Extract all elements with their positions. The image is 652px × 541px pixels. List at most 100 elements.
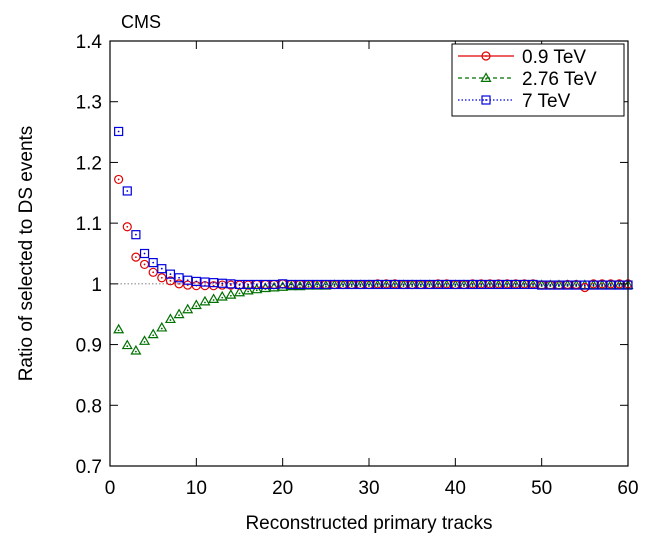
data-point-square-dot xyxy=(126,190,129,192)
data-point-triangle-dot xyxy=(376,285,379,287)
data-point-square-dot xyxy=(488,283,491,286)
data-point-triangle-dot xyxy=(514,285,517,287)
data-point-square-dot xyxy=(454,283,457,286)
data-point-circle-ring xyxy=(139,259,150,270)
legend-marker-square-shape xyxy=(481,95,491,105)
data-point-triangle-shape xyxy=(216,290,228,301)
data-point-triangle-dot xyxy=(229,294,232,297)
data-point-square-dot xyxy=(480,283,483,286)
data-point-square xyxy=(485,279,495,290)
data-point-square xyxy=(407,279,417,290)
data-point-square xyxy=(554,280,564,290)
data-point-circle-ring xyxy=(131,252,141,262)
data-point-square-dot xyxy=(255,283,258,286)
data-point-triangle-dot xyxy=(463,285,465,287)
data-point-triangle-shape xyxy=(138,335,151,345)
data-point-square-dot xyxy=(195,280,198,283)
data-point-triangle-dot xyxy=(342,285,344,287)
data-point-circle-ring xyxy=(122,222,132,232)
data-point-square-dot xyxy=(143,252,146,255)
data-point-square-shape xyxy=(562,280,573,290)
data-point-triangle-dot xyxy=(419,285,422,287)
legend-entry: 0.9 TeV xyxy=(458,47,586,68)
data-point-square-shape xyxy=(200,277,210,287)
data-point-triangle-dot xyxy=(221,296,224,299)
data-point-triangle xyxy=(294,280,306,291)
data-point-triangle-dot xyxy=(212,299,215,301)
data-point-square-dot xyxy=(160,267,163,270)
data-point-triangle xyxy=(285,280,297,291)
data-point-square-dot xyxy=(376,283,379,286)
data-point-square-shape xyxy=(114,126,124,137)
data-point-square-shape xyxy=(355,279,365,290)
data-point-circle-ring xyxy=(114,174,124,185)
data-point-square-shape xyxy=(269,279,279,290)
data-point-triangle-dot xyxy=(316,285,319,288)
data-point-triangle-shape xyxy=(130,344,142,355)
data-point-square-dot xyxy=(558,284,560,286)
data-point-square xyxy=(433,279,443,290)
data-point-square-dot xyxy=(575,284,578,286)
data-point-square xyxy=(191,276,201,287)
data-point-triangle xyxy=(147,328,159,339)
data-point-triangle-shape xyxy=(208,293,220,304)
data-point-triangle-dot xyxy=(497,285,500,287)
data-point-square xyxy=(528,279,538,290)
data-point-square-shape xyxy=(278,279,288,289)
data-point-square-shape xyxy=(364,279,374,290)
y-tick-label: 0.9 xyxy=(76,336,102,357)
data-point-circle-dot xyxy=(143,263,146,266)
data-point-circle xyxy=(148,267,158,277)
data-point-triangle-shape xyxy=(182,303,194,314)
data-point-square xyxy=(580,280,590,290)
data-point-triangle-shape xyxy=(544,279,556,290)
data-point-square xyxy=(519,279,530,290)
data-point-square-shape xyxy=(122,186,132,196)
data-point-square-shape xyxy=(528,279,538,290)
legend-marker-triangle xyxy=(480,72,492,82)
data-point-square-shape xyxy=(459,279,469,290)
data-point-square-shape xyxy=(407,279,417,290)
data-point-square xyxy=(217,278,227,288)
data-point-square xyxy=(398,279,409,290)
data-point-square-dot xyxy=(592,284,595,286)
data-point-square xyxy=(278,279,288,289)
data-point-square-dot xyxy=(385,283,388,286)
data-point-square xyxy=(390,279,400,290)
data-point-triangle-dot xyxy=(238,292,241,295)
data-point-square-dot xyxy=(368,283,370,286)
data-point-square xyxy=(329,279,340,290)
data-point-triangle-dot xyxy=(135,350,137,353)
data-point-square xyxy=(381,279,391,290)
data-point-square-shape xyxy=(329,279,340,290)
data-point-triangle-dot xyxy=(350,285,353,287)
data-point-triangle-dot xyxy=(471,285,474,287)
data-point-square-shape xyxy=(502,279,512,290)
data-point-triangle-shape xyxy=(233,286,246,297)
data-point-square-dot xyxy=(601,284,603,286)
data-point-square xyxy=(355,279,365,290)
x-tick-label: 50 xyxy=(531,478,552,499)
data-point-square-dot xyxy=(117,130,120,133)
series-circle xyxy=(114,174,633,293)
data-point-square-dot xyxy=(273,283,275,286)
data-point-triangle-dot xyxy=(195,305,198,308)
data-point-square-dot xyxy=(178,276,180,279)
data-point-square xyxy=(114,126,124,137)
data-point-square-shape xyxy=(303,279,314,290)
data-point-square-shape xyxy=(347,279,357,290)
y-tick-label: 0.7 xyxy=(76,457,102,478)
data-point-triangle-shape xyxy=(268,281,280,292)
data-point-square-shape xyxy=(148,258,158,268)
data-point-square xyxy=(373,279,383,290)
tick-layer: 0 10 20 30 40 50 60 0.7 0.8 0.9 1 1.1 1.2 1.3 1.4 xyxy=(76,32,639,499)
data-point-triangle-shape xyxy=(121,339,133,350)
data-point-triangle-dot xyxy=(299,286,301,289)
data-point-square-shape xyxy=(519,279,530,290)
data-point-square xyxy=(545,280,555,290)
data-point-square xyxy=(139,248,150,259)
x-tick-label: 0 xyxy=(105,478,116,499)
data-point-triangle-shape xyxy=(285,280,297,291)
